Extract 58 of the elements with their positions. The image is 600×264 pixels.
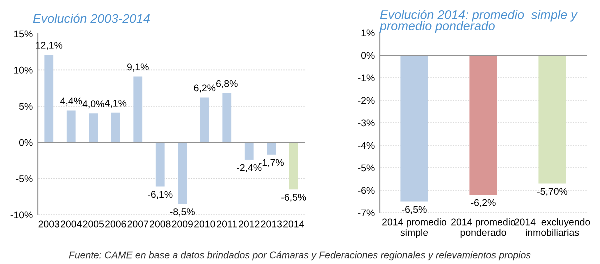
x-tick-label: 2012 — [239, 220, 260, 228]
x-tick-label: 2013 — [261, 220, 282, 228]
x-tick-label: 2014 promedio ponderado — [452, 218, 516, 238]
bar — [289, 142, 298, 190]
data-label: -8,5% — [170, 208, 195, 217]
x-tick-label: 2010 — [194, 220, 216, 228]
y-tick-label: -2% — [358, 97, 375, 104]
y-tick-label: -4% — [358, 142, 375, 150]
y-tick-label: -1% — [358, 74, 375, 82]
x-tick-label: 2014 — [284, 220, 304, 228]
bar — [66, 110, 76, 143]
data-label: -6,1% — [148, 191, 173, 200]
data-label: 4,0% — [82, 100, 104, 109]
y-tick-label: -7% — [358, 210, 375, 217]
data-label: 6,2% — [194, 84, 216, 93]
bar — [44, 54, 54, 143]
bar — [178, 142, 188, 204]
data-label: 4,1% — [105, 100, 127, 108]
y-tick-label: 5% — [19, 103, 33, 110]
data-label: 4,4% — [60, 98, 82, 106]
y-tick-label: -5% — [358, 164, 375, 172]
bar — [267, 142, 276, 155]
x-tick-label: 2004 — [61, 220, 82, 228]
x-tick-label: 2011 — [217, 220, 238, 228]
bar — [222, 93, 232, 143]
x-tick-label: 2008 — [150, 220, 171, 228]
bar — [111, 112, 120, 143]
x-tick-label: 2014 excluyendo inmobiliarias — [514, 218, 590, 236]
x-tick-label: 2006 — [106, 220, 126, 228]
y-tick-label: -10% — [10, 212, 33, 219]
bar — [134, 76, 143, 143]
y-tick-label: -5% — [16, 176, 33, 182]
y-tick-label: -3% — [358, 120, 375, 127]
data-label: -6,2% — [471, 199, 496, 208]
source-note: Fuente: CAME en base a datos brindados por Cámaras y Federaciones regionales y relevamientos propios — [69, 251, 531, 261]
bar — [200, 98, 210, 143]
x-tick-label: 2005 — [83, 220, 104, 228]
y-tick-label: 15% — [14, 30, 33, 38]
data-label: 9,1% — [128, 64, 149, 72]
x-tick-label: 2007 — [128, 220, 148, 228]
x-tick-label: 2009 — [172, 220, 193, 228]
bar — [244, 142, 254, 160]
chart-title: Evolución 2003-2014 — [33, 14, 150, 24]
y-tick-label: 10% — [14, 66, 33, 74]
y-tick-label: 0% — [361, 52, 375, 60]
y-tick-label: -6% — [358, 187, 375, 194]
y-tick-label: 0% — [19, 139, 33, 146]
data-label: 6,8% — [216, 80, 238, 88]
x-tick-label: 2014 promedio simple — [382, 218, 447, 238]
data-label: -6,5% — [402, 206, 427, 214]
x-tick-label: 2003 — [38, 220, 60, 228]
y-tick-label: 1% — [362, 30, 375, 37]
bar — [89, 114, 98, 143]
data-label: -6,5% — [282, 194, 306, 202]
chart-title: Evolución 2014: promedio simple y promedio ponderado — [380, 10, 578, 33]
data-label: 12,1% — [36, 42, 63, 50]
bar — [156, 142, 165, 187]
data-label: -5,70% — [538, 188, 568, 196]
